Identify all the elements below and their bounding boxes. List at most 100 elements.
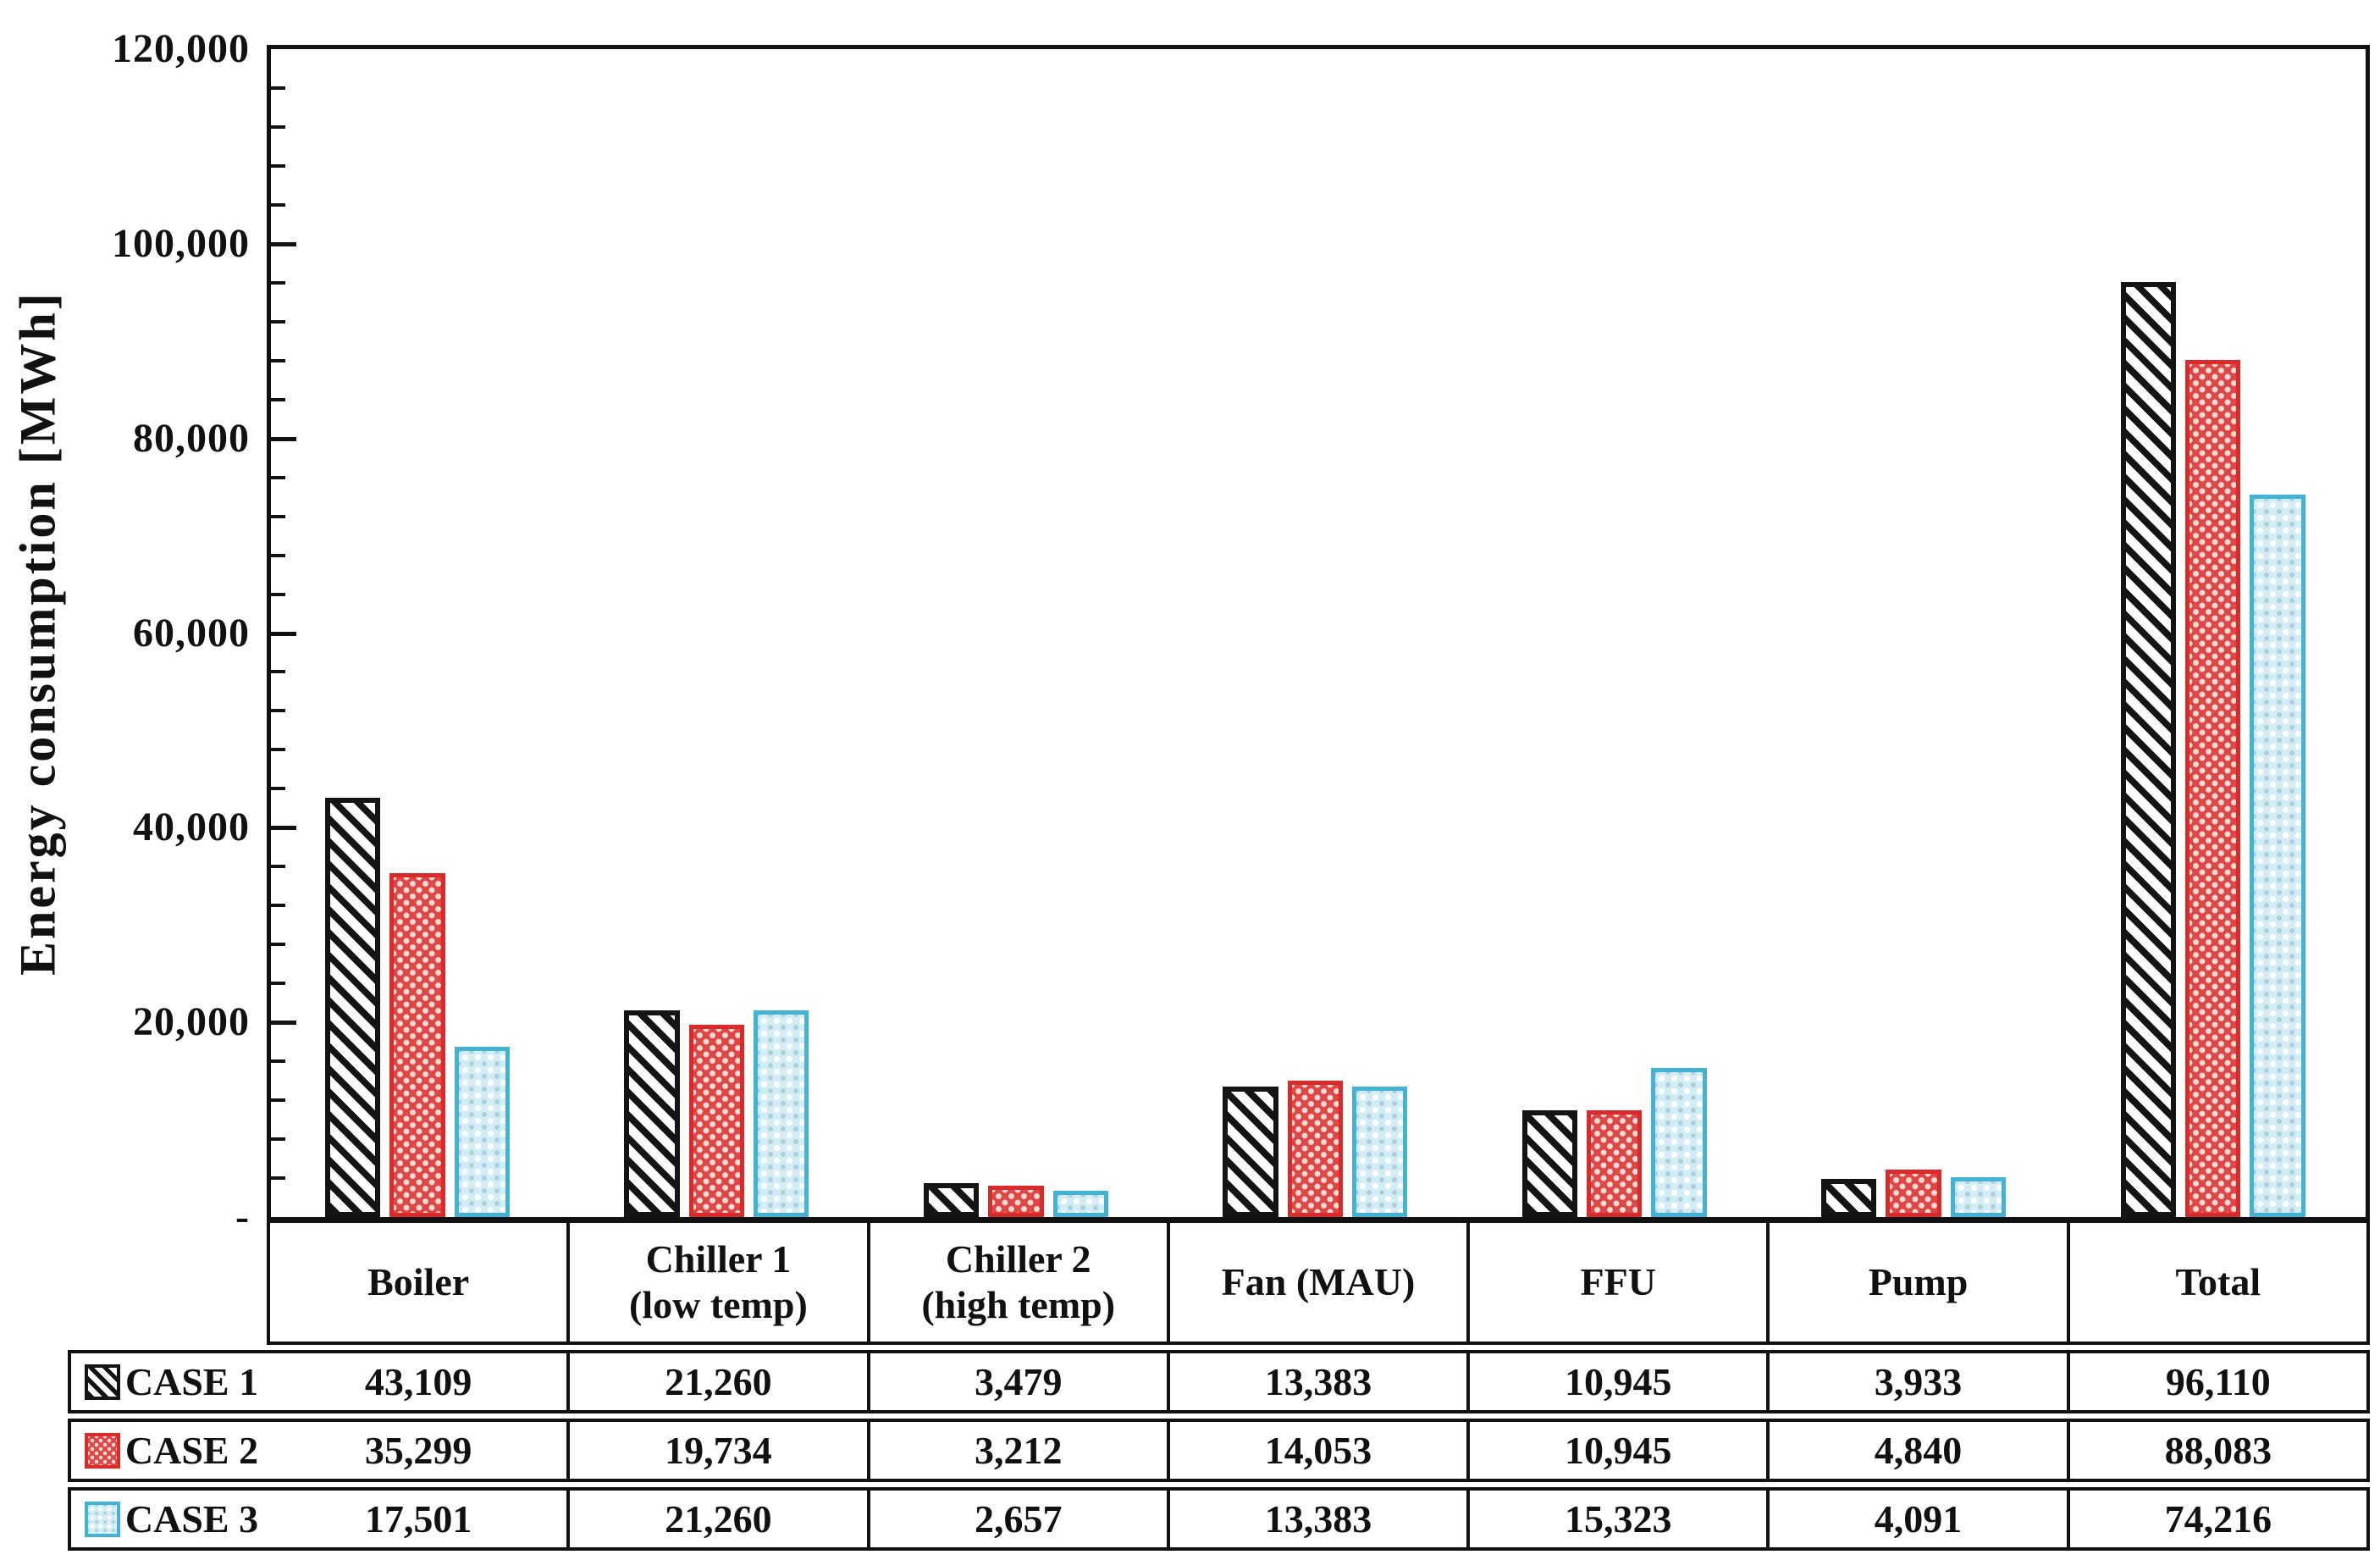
value-cell: 14,053 xyxy=(1166,1422,1466,1479)
category-header-cell: Boiler xyxy=(367,1259,470,1303)
y-axis-major-tick xyxy=(271,631,296,636)
category-header-cell: Fan (MAU) xyxy=(1166,1223,1466,1341)
y-axis-minor-tick xyxy=(271,280,285,285)
bar-case2-cat6 xyxy=(1886,1170,1941,1217)
table-row-case1: CASE 1 43,109 21,260 3,479 13,383 10,945 3,933… xyxy=(68,1350,2370,1413)
plot-area xyxy=(267,45,2370,1221)
y-axis-minor-tick xyxy=(271,865,285,869)
value-cell: 74,216 xyxy=(2066,1491,2366,1547)
value-cell: 4,091 xyxy=(1766,1491,2066,1547)
category-header-row: Boiler Chiller 1 (low temp) Chiller 2 (hig… xyxy=(267,1220,2370,1345)
y-axis-minor-tick xyxy=(271,943,285,947)
category-header-cell: Total xyxy=(2066,1223,2366,1341)
y-axis-minor-tick xyxy=(271,1098,285,1103)
value-cell: 10,945 xyxy=(1466,1353,1766,1410)
value-cell: 13,383 xyxy=(1166,1491,1466,1547)
y-axis-major-tick xyxy=(271,241,296,246)
value-cell: 2,657 xyxy=(866,1491,1167,1547)
category-header-cell: Chiller 2 (high temp) xyxy=(866,1223,1167,1341)
y-axis-minor-tick xyxy=(271,202,285,207)
y-axis-major-tick xyxy=(271,1021,296,1026)
bar-case1-cat5 xyxy=(1521,1110,1578,1217)
y-axis-minor-tick xyxy=(271,1137,285,1142)
value-cell: 13,383 xyxy=(1166,1353,1466,1410)
value-cell: 15,323 xyxy=(1466,1491,1766,1547)
y-axis-tick-label: 20,000 xyxy=(133,999,250,1045)
series-name: CASE 1 xyxy=(124,1360,259,1403)
y-axis-minor-tick xyxy=(271,709,285,713)
value-cell: 43,109 xyxy=(364,1360,472,1403)
bar-case1-cat3 xyxy=(923,1183,980,1217)
y-axis-minor-tick xyxy=(271,86,285,90)
value-cell: 21,260 xyxy=(566,1491,866,1547)
y-axis-minor-tick xyxy=(271,514,285,518)
y-axis-tick-label: 80,000 xyxy=(133,415,250,461)
legend-cell-case3: CASE 3 xyxy=(71,1491,270,1547)
bar-case2-cat3 xyxy=(988,1186,1044,1217)
y-axis-major-tick xyxy=(271,436,296,441)
value-cell: 4,840 xyxy=(1766,1422,2066,1479)
y-axis-tick-label: 120,000 xyxy=(112,26,250,71)
y-axis-minor-tick xyxy=(271,904,285,908)
bar-case3-cat5 xyxy=(1651,1068,1707,1217)
value-cell: 3,479 xyxy=(866,1353,1167,1410)
y-axis-minor-tick xyxy=(271,163,285,168)
table-row-case2: CASE 2 35,299 19,734 3,212 14,053 10,945 4,840… xyxy=(68,1419,2370,1482)
bar-case3-cat1 xyxy=(454,1047,511,1217)
y-axis-minor-tick xyxy=(271,1176,285,1181)
bar-case2-cat2 xyxy=(688,1025,745,1217)
bar-case2-cat1 xyxy=(389,873,445,1217)
bar-case1-cat7 xyxy=(2120,282,2176,1217)
bar-case3-cat6 xyxy=(1950,1177,2007,1217)
y-axis-tick-label: 60,000 xyxy=(133,610,250,656)
y-axis-minor-tick xyxy=(271,1059,285,1064)
legend-cell-case1: CASE 1 xyxy=(71,1353,270,1410)
table-row-case3: CASE 3 17,501 21,260 2,657 13,383 15,323 4,091… xyxy=(68,1487,2370,1551)
bar-case1-cat2 xyxy=(624,1010,680,1217)
legend-swatch-icon xyxy=(84,1501,120,1537)
y-axis-minor-tick xyxy=(271,748,285,752)
bar-case2-cat7 xyxy=(2184,360,2241,1217)
y-axis-minor-tick xyxy=(271,592,285,596)
value-cell: 3,933 xyxy=(1766,1353,2066,1410)
value-cell: 3,212 xyxy=(866,1422,1167,1479)
legend-swatch-icon xyxy=(84,1364,120,1400)
bar-case3-cat7 xyxy=(2250,495,2305,1217)
y-axis-minor-tick xyxy=(271,124,285,129)
legend-swatch-icon xyxy=(84,1432,120,1469)
bar-case1-cat4 xyxy=(1223,1087,1278,1217)
y-axis-tick-label: 40,000 xyxy=(133,805,250,850)
bar-case3-cat2 xyxy=(754,1010,809,1217)
y-axis-minor-tick xyxy=(271,475,285,479)
y-axis-minor-tick xyxy=(271,319,285,324)
category-header-cell: Chiller 1 (low temp) xyxy=(566,1223,866,1341)
y-axis-minor-tick xyxy=(271,787,285,791)
value-cell: 19,734 xyxy=(566,1422,866,1479)
series-name: CASE 3 xyxy=(124,1497,259,1541)
y-axis-minor-tick xyxy=(271,397,285,401)
category-header-cell: FFU xyxy=(1466,1223,1766,1341)
bar-case1-cat1 xyxy=(324,798,381,1217)
category-header-cell: Pump xyxy=(1766,1223,2066,1341)
bar-case2-cat4 xyxy=(1287,1081,1343,1217)
value-cell: 88,083 xyxy=(2066,1422,2366,1479)
bar-case2-cat5 xyxy=(1587,1110,1643,1217)
value-cell: 21,260 xyxy=(566,1353,866,1410)
bar-case3-cat3 xyxy=(1052,1191,1108,1217)
value-cell: 96,110 xyxy=(2066,1353,2366,1410)
y-axis-minor-tick xyxy=(271,358,285,362)
y-axis-minor-tick xyxy=(271,553,285,557)
y-axis-minor-tick xyxy=(271,982,285,986)
bar-case3-cat4 xyxy=(1351,1087,1408,1217)
legend-cell-case2: CASE 2 xyxy=(71,1422,270,1479)
y-axis-tick-label: - xyxy=(235,1194,250,1239)
value-cell: 35,299 xyxy=(364,1429,472,1472)
y-axis-minor-tick xyxy=(271,670,285,674)
y-axis-tick-label: 100,000 xyxy=(112,220,250,266)
series-name: CASE 2 xyxy=(124,1429,259,1472)
y-axis-major-tick xyxy=(271,826,296,831)
bar-case1-cat6 xyxy=(1821,1179,1877,1217)
value-cell: 10,945 xyxy=(1466,1422,1766,1479)
value-cell: 17,501 xyxy=(364,1497,472,1541)
